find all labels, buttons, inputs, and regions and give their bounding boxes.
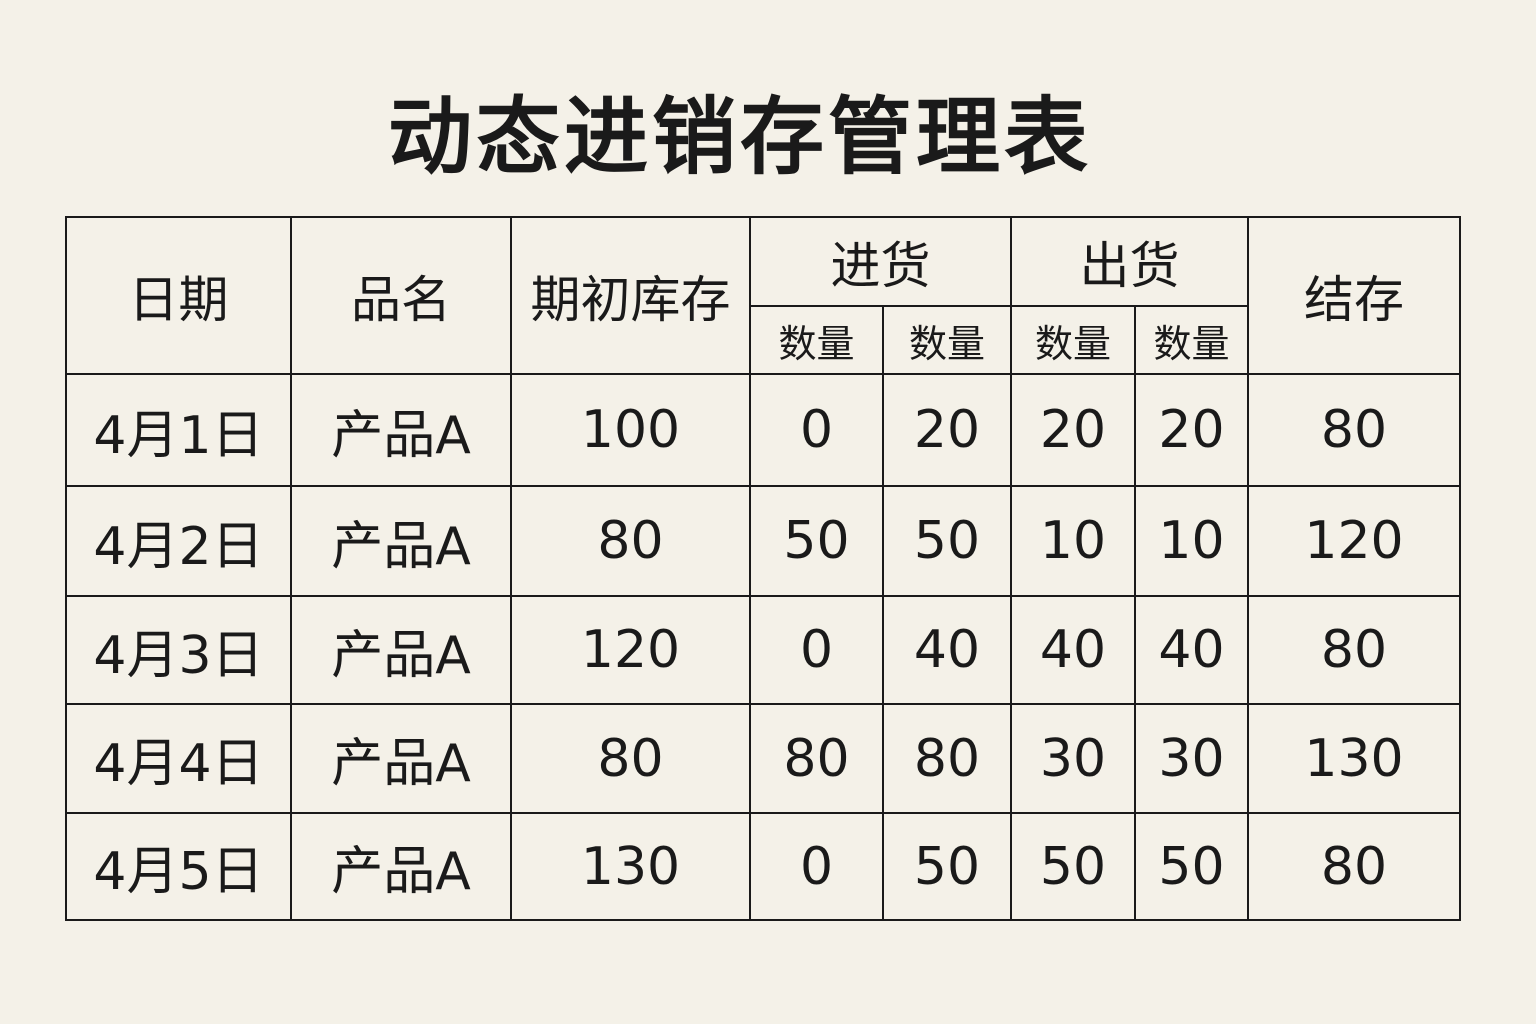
cell-outbound-qty: 50 xyxy=(1010,812,1136,921)
cell-outbound-qty: 20 xyxy=(1010,373,1136,487)
cell-opening: 80 xyxy=(510,485,751,597)
header-outbound: 出货 xyxy=(1010,216,1249,307)
cell-outbound-qty-2: 50 xyxy=(1134,812,1249,921)
cell-opening: 80 xyxy=(510,703,751,814)
cell-inbound-qty-2: 20 xyxy=(882,373,1012,487)
cell-closing: 130 xyxy=(1247,703,1461,814)
cell-date: 4月5日 xyxy=(65,812,292,921)
cell-outbound-qty-2: 10 xyxy=(1134,485,1249,597)
cell-inbound-qty: 80 xyxy=(749,703,884,814)
cell-date: 4月3日 xyxy=(65,595,292,705)
cell-product: 产品A xyxy=(290,373,512,487)
cell-closing: 120 xyxy=(1247,485,1461,597)
table-row: 4月1日 产品A 100 0 20 20 20 80 xyxy=(65,373,1461,487)
cell-closing: 80 xyxy=(1247,812,1461,921)
cell-date: 4月4日 xyxy=(65,703,292,814)
header-closing: 结存 xyxy=(1247,216,1461,375)
table-row: 4月4日 产品A 80 80 80 30 30 130 xyxy=(65,703,1461,814)
cell-outbound-qty: 10 xyxy=(1010,485,1136,597)
cell-closing: 80 xyxy=(1247,595,1461,705)
cell-inbound-qty: 50 xyxy=(749,485,884,597)
cell-inbound-qty-2: 50 xyxy=(882,485,1012,597)
cell-date: 4月2日 xyxy=(65,485,292,597)
header-sub-quantity: 数量 xyxy=(1134,305,1249,375)
cell-outbound-qty-2: 20 xyxy=(1134,373,1249,487)
inventory-table: 日期 品名 期初库存 进货 出货 结存 数量 数量 数量 数量 4月1日 产品A 1… xyxy=(65,216,1461,921)
header-product: 品名 xyxy=(290,216,512,375)
table-row: 4月3日 产品A 120 0 40 40 40 80 xyxy=(65,595,1461,705)
table-row: 4月2日 产品A 80 50 50 10 10 120 xyxy=(65,485,1461,597)
cell-outbound-qty-2: 40 xyxy=(1134,595,1249,705)
cell-inbound-qty-2: 40 xyxy=(882,595,1012,705)
cell-inbound-qty: 0 xyxy=(749,812,884,921)
cell-opening: 130 xyxy=(510,812,751,921)
cell-opening: 100 xyxy=(510,373,751,487)
cell-product: 产品A xyxy=(290,812,512,921)
cell-inbound-qty: 0 xyxy=(749,595,884,705)
cell-closing: 80 xyxy=(1247,373,1461,487)
header-inbound: 进货 xyxy=(749,216,1012,307)
cell-outbound-qty: 40 xyxy=(1010,595,1136,705)
cell-inbound-qty-2: 50 xyxy=(882,812,1012,921)
cell-opening: 120 xyxy=(510,595,751,705)
cell-outbound-qty: 30 xyxy=(1010,703,1136,814)
header-opening: 期初库存 xyxy=(510,216,751,375)
header-date: 日期 xyxy=(65,216,292,375)
cell-date: 4月1日 xyxy=(65,373,292,487)
cell-product: 产品A xyxy=(290,485,512,597)
page-title: 动态进销存管理表 xyxy=(387,88,1092,186)
cell-product: 产品A xyxy=(290,595,512,705)
header-sub-quantity: 数量 xyxy=(1010,305,1136,375)
header-sub-quantity: 数量 xyxy=(749,305,884,375)
cell-outbound-qty-2: 30 xyxy=(1134,703,1249,814)
cell-inbound-qty-2: 80 xyxy=(882,703,1012,814)
cell-inbound-qty: 0 xyxy=(749,373,884,487)
cell-product: 产品A xyxy=(290,703,512,814)
header-sub-quantity: 数量 xyxy=(882,305,1012,375)
table-row: 4月5日 产品A 130 0 50 50 50 80 xyxy=(65,812,1461,921)
